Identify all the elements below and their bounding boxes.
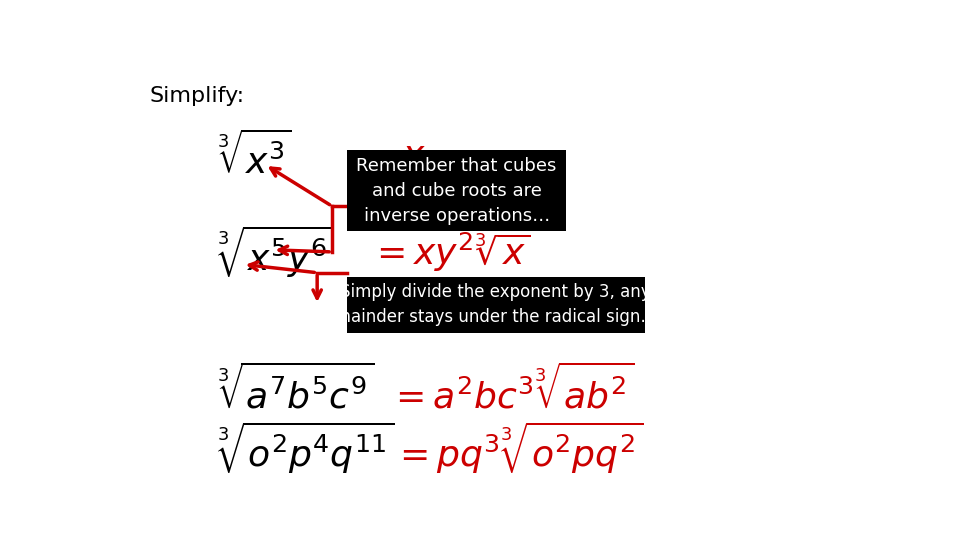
Text: $\sqrt[3]{a^7b^5c^9}$: $\sqrt[3]{a^7b^5c^9}$ [217, 363, 373, 415]
Bar [347, 277, 644, 333]
Text: $= x$: $= x$ [358, 139, 426, 173]
Text: $= xy^2\sqrt[3]{x}$: $= xy^2\sqrt[3]{x}$ [370, 230, 530, 273]
Bar [347, 150, 566, 231]
Text: Remember that cubes
and cube roots are
inverse operations…: Remember that cubes and cube roots are i… [356, 157, 557, 225]
Text: Simply divide the exponent by 3, any
remainder stays under the radical sign……: Simply divide the exponent by 3, any rem… [318, 284, 673, 326]
Text: $\sqrt[3]{x^5y^6}$: $\sqrt[3]{x^5y^6}$ [217, 224, 334, 280]
Text: $= pq^3\sqrt[3]{o^2pq^2}$: $= pq^3\sqrt[3]{o^2pq^2}$ [392, 419, 642, 476]
Text: $\sqrt[3]{x^3}$: $\sqrt[3]{x^3}$ [217, 131, 292, 181]
Text: Simplify:: Simplify: [150, 85, 245, 106]
Text: $\sqrt[3]{o^2p^4q^{11}}$: $\sqrt[3]{o^2p^4q^{11}}$ [217, 419, 394, 476]
Text: $= a^2bc^3\sqrt[3]{ab^2}$: $= a^2bc^3\sqrt[3]{ab^2}$ [388, 363, 635, 415]
